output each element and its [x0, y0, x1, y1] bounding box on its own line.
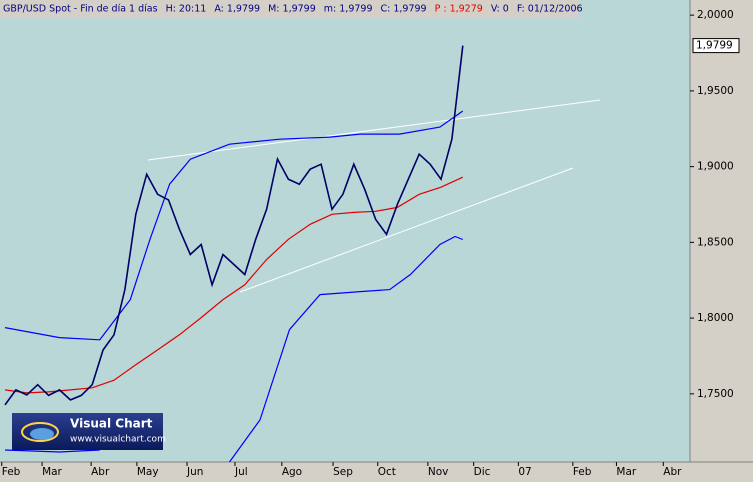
y-tick-label: 2,0000 [697, 9, 734, 21]
x-axis-panel [0, 462, 753, 478]
y-tick-label: 1,8500 [697, 236, 734, 248]
header-info: F: 01/12/2006 [517, 4, 583, 15]
logo-url: www.visualchart.com [70, 435, 166, 445]
header-info: H: 20:11 [166, 4, 207, 15]
logo-icon [21, 422, 59, 442]
header-info: V: 0 [491, 4, 509, 15]
series-line [4, 45, 464, 406]
header-info: P : 1,9279 [435, 4, 483, 15]
x-tick-label: Feb [573, 466, 592, 478]
logo-icon [30, 428, 54, 440]
header-bar [0, 0, 580, 18]
watermark: Visual Chart www.visualchart.com [12, 413, 166, 450]
x-tick-label: May [137, 466, 159, 478]
header-info: A: 1,9799 [214, 4, 260, 15]
header-info: m: 1,9799 [324, 4, 373, 15]
x-tick-label: 07 [518, 466, 531, 478]
last-price-label: 1,9799 [696, 40, 733, 52]
x-tick-label: Abr [91, 466, 110, 478]
y-tick-label: 1,9500 [697, 85, 734, 97]
trend-line [239, 167, 574, 293]
plot-area [0, 0, 690, 462]
x-tick-label: Abr [663, 466, 682, 478]
x-tick-label: Feb [2, 466, 21, 478]
last-price-box [692, 38, 740, 54]
header-info: C: 1,9799 [381, 4, 427, 15]
x-tick-label: Mar [616, 466, 636, 478]
series-line [4, 235, 464, 462]
x-tick-label: Ago [282, 466, 302, 478]
logo-title: Visual Chart [70, 417, 153, 431]
series-layer [4, 45, 601, 462]
header-info: M: 1,9799 [268, 4, 316, 15]
y-axis-panel [690, 0, 753, 478]
x-tick-label: Jun [186, 466, 203, 478]
x-tick-label: Oct [378, 466, 396, 478]
header-title: GBP/USD Spot - Fin de día 1 días [3, 4, 158, 15]
y-tick-label: 1,7500 [697, 388, 734, 400]
header: GBP/USD Spot - Fin de día 1 días H: 20:1… [0, 0, 583, 18]
y-tick-label: 1,9000 [697, 161, 734, 173]
y-tick-label: 1,8000 [697, 312, 734, 324]
series-line [4, 176, 464, 394]
x-tick-label: Mar [42, 466, 62, 478]
x-tick-label: Dic [474, 466, 491, 478]
x-tick-label: Jul [234, 466, 248, 478]
x-tick-label: Nov [428, 466, 449, 478]
x-tick-label: Sep [333, 466, 353, 478]
series-line [4, 110, 464, 341]
trend-line [147, 99, 601, 161]
